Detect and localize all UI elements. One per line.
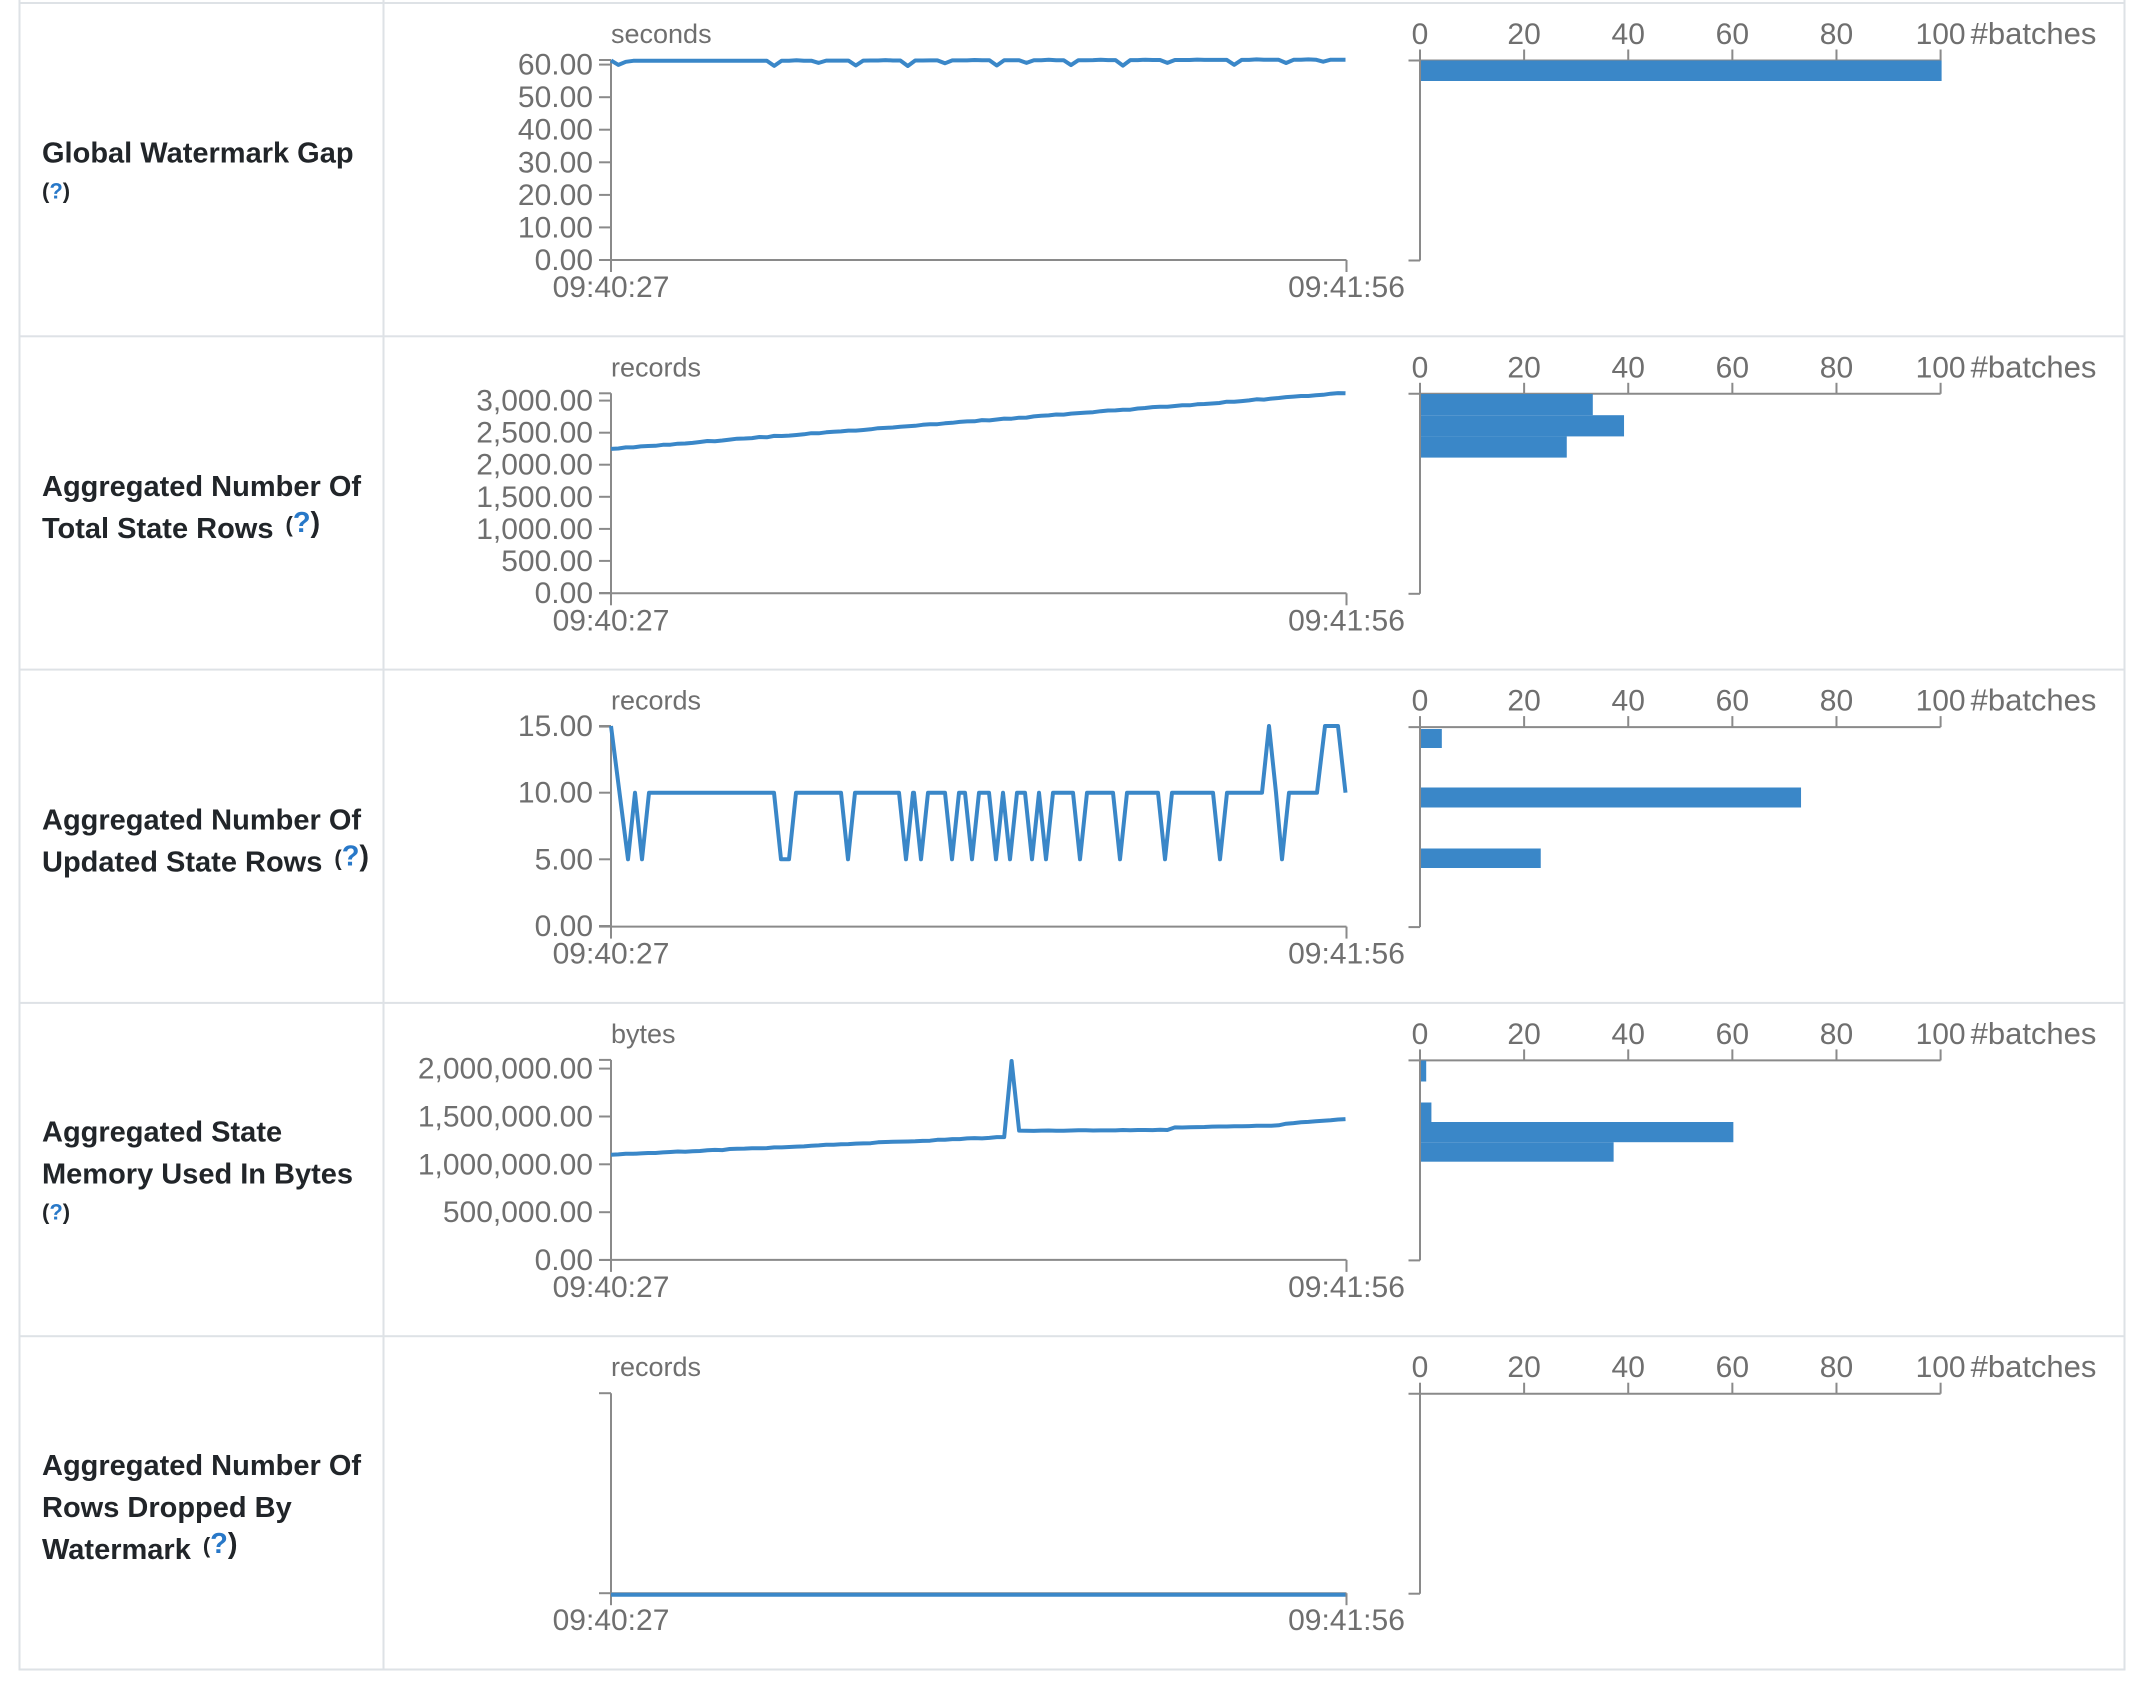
svg-text:20: 20 (1507, 1018, 1540, 1051)
svg-text:80: 80 (1820, 685, 1853, 718)
svg-text:Watermark(?): Watermark (?) (42, 1528, 238, 1566)
svg-text:(?): (?) (42, 1200, 70, 1225)
svg-text:#batches: #batches (1971, 16, 2097, 51)
svg-text:30.00: 30.00 (518, 146, 593, 179)
svg-text:100: 100 (1916, 685, 1966, 718)
svg-text:20: 20 (1507, 685, 1540, 718)
svg-text:20.00: 20.00 (518, 179, 593, 212)
svg-text:20: 20 (1507, 351, 1540, 384)
svg-text:40: 40 (1612, 1351, 1645, 1384)
svg-text:1,000,000.00: 1,000,000.00 (418, 1148, 593, 1181)
svg-text:Aggregated State: Aggregated State (42, 1117, 282, 1149)
svg-text:Rows Dropped By: Rows Dropped By (42, 1492, 292, 1524)
svg-text:0.00: 0.00 (535, 577, 593, 610)
svg-text:10.00: 10.00 (518, 211, 593, 244)
svg-text:09:40:27: 09:40:27 (553, 604, 670, 637)
svg-text:500,000.00: 500,000.00 (443, 1196, 593, 1229)
svg-text:80: 80 (1820, 351, 1853, 384)
svg-text:20: 20 (1507, 1351, 1540, 1384)
svg-text:#batches: #batches (1971, 683, 2097, 718)
svg-text:seconds: seconds (611, 19, 712, 49)
svg-text:100: 100 (1916, 1018, 1966, 1051)
svg-text:60.00: 60.00 (518, 49, 593, 82)
svg-text:bytes: bytes (611, 1019, 676, 1049)
svg-text:80: 80 (1820, 1018, 1853, 1051)
svg-text:80: 80 (1820, 18, 1853, 51)
svg-text:3,000.00: 3,000.00 (476, 385, 593, 418)
svg-text:#batches: #batches (1971, 1016, 2097, 1051)
svg-text:2,500.00: 2,500.00 (476, 417, 593, 450)
svg-text:40: 40 (1612, 685, 1645, 718)
svg-text:60: 60 (1716, 1018, 1749, 1051)
svg-text:Total State Rows(?): Total State Rows (?) (42, 507, 320, 545)
svg-text:09:41:56: 09:41:56 (1288, 1604, 1405, 1637)
svg-text:0: 0 (1412, 351, 1429, 384)
svg-text:10.00: 10.00 (518, 777, 593, 810)
svg-text:40.00: 40.00 (518, 114, 593, 147)
svg-text:100: 100 (1916, 18, 1966, 51)
svg-text:100: 100 (1916, 351, 1966, 384)
svg-text:60: 60 (1716, 18, 1749, 51)
svg-text:500.00: 500.00 (501, 545, 593, 578)
svg-text:0: 0 (1412, 1018, 1429, 1051)
svg-text:60: 60 (1716, 1351, 1749, 1384)
svg-text:0.00: 0.00 (535, 910, 593, 943)
svg-text:50.00: 50.00 (518, 81, 593, 114)
svg-text:80: 80 (1820, 1351, 1853, 1384)
svg-text:records: records (611, 352, 701, 382)
svg-text:0: 0 (1412, 685, 1429, 718)
svg-text:5.00: 5.00 (535, 843, 593, 876)
svg-text:09:41:56: 09:41:56 (1288, 271, 1405, 304)
svg-text:#batches: #batches (1971, 1349, 2097, 1384)
svg-text:0.00: 0.00 (535, 244, 593, 277)
svg-text:60: 60 (1716, 685, 1749, 718)
svg-text:0.00: 0.00 (535, 1244, 593, 1277)
svg-text:Memory Used In Bytes: Memory Used In Bytes (42, 1159, 353, 1191)
svg-text:Aggregated Number Of: Aggregated Number Of (42, 804, 361, 836)
svg-text:#batches: #batches (1971, 349, 2097, 384)
svg-text:15.00: 15.00 (518, 710, 593, 743)
svg-text:09:40:27: 09:40:27 (553, 271, 670, 304)
svg-text:Global Watermark Gap: Global Watermark Gap (42, 138, 354, 170)
svg-text:1,500,000.00: 1,500,000.00 (418, 1101, 593, 1134)
svg-text:1,000.00: 1,000.00 (476, 513, 593, 546)
svg-text:records: records (611, 1352, 701, 1382)
svg-text:09:41:56: 09:41:56 (1288, 604, 1405, 637)
svg-text:1,500.00: 1,500.00 (476, 481, 593, 514)
svg-text:0: 0 (1412, 18, 1429, 51)
svg-text:0: 0 (1412, 1351, 1429, 1384)
svg-text:Aggregated Number Of: Aggregated Number Of (42, 471, 361, 503)
svg-text:09:40:27: 09:40:27 (553, 938, 670, 971)
svg-text:09:40:27: 09:40:27 (553, 1604, 670, 1637)
svg-text:60: 60 (1716, 351, 1749, 384)
svg-text:2,000.00: 2,000.00 (476, 449, 593, 482)
svg-text:40: 40 (1612, 1018, 1645, 1051)
svg-text:100: 100 (1916, 1351, 1966, 1384)
svg-text:09:40:27: 09:40:27 (553, 1271, 670, 1304)
svg-text:records: records (611, 686, 701, 716)
svg-text:2,000,000.00: 2,000,000.00 (418, 1053, 593, 1086)
svg-text:09:41:56: 09:41:56 (1288, 938, 1405, 971)
svg-text:40: 40 (1612, 351, 1645, 384)
svg-text:(?): (?) (42, 179, 70, 204)
svg-text:Aggregated Number Of: Aggregated Number Of (42, 1450, 361, 1482)
svg-text:Updated State Rows(?): Updated State Rows (?) (42, 840, 369, 878)
svg-text:20: 20 (1507, 18, 1540, 51)
svg-text:09:41:56: 09:41:56 (1288, 1271, 1405, 1304)
svg-text:40: 40 (1612, 18, 1645, 51)
